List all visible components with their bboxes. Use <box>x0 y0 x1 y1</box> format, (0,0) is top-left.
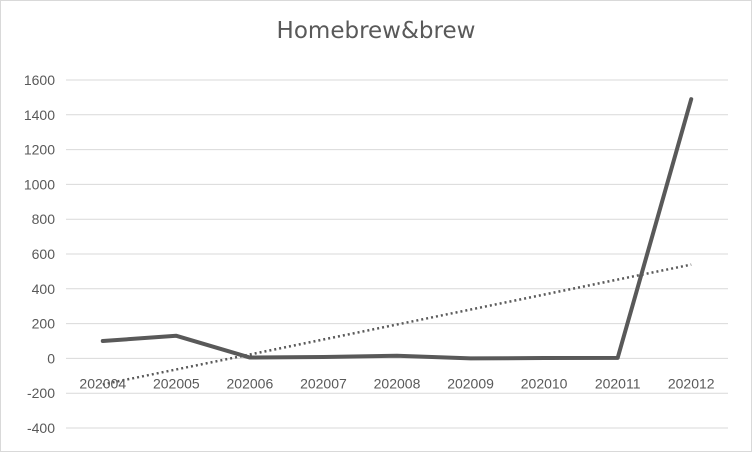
x-tick-label: 202009 <box>447 375 494 391</box>
x-tick-label: 202008 <box>374 375 421 391</box>
y-tick-label: 400 <box>32 281 56 297</box>
data-point <box>689 97 693 101</box>
x-tick-label: 202011 <box>595 375 641 391</box>
x-tick-label: 202010 <box>521 375 568 391</box>
series-layer <box>100 97 694 361</box>
y-tick-label: 600 <box>32 246 56 262</box>
chart-title: Homebrew&brew <box>276 18 476 44</box>
x-tick-label: 202005 <box>153 375 200 391</box>
y-tick-label: 1400 <box>24 107 55 123</box>
y-tick-label: -400 <box>27 420 55 436</box>
data-point <box>174 334 178 338</box>
data-point <box>248 356 252 360</box>
x-tick-label: 202007 <box>300 375 347 391</box>
data-point <box>321 355 325 359</box>
x-tick-label: 202012 <box>668 375 715 391</box>
y-tick-label: 1000 <box>24 176 55 192</box>
trendline-layer <box>102 263 692 386</box>
y-tick-label: 1600 <box>24 72 55 88</box>
y-tick-label: 1200 <box>24 142 55 158</box>
y-tick-label: 200 <box>32 316 56 332</box>
y-tick-label: 0 <box>47 350 55 366</box>
x-tick-label: 202006 <box>227 375 274 391</box>
series-line <box>100 97 694 361</box>
y-tick-label: 800 <box>32 211 56 227</box>
x-axis-tick-labels: 202004 202005 202006 202007 202008 202009 2020… <box>79 375 714 391</box>
y-tick-label: -200 <box>27 385 55 401</box>
y-axis-tick-labels: -400 -200 0 200 400 600 800 1000 1200 1400 1600 <box>24 72 55 436</box>
data-point <box>616 356 620 360</box>
data-point <box>101 339 105 343</box>
data-point <box>542 356 546 360</box>
data-point <box>395 354 399 358</box>
trendline <box>102 263 692 386</box>
data-point <box>469 356 473 360</box>
